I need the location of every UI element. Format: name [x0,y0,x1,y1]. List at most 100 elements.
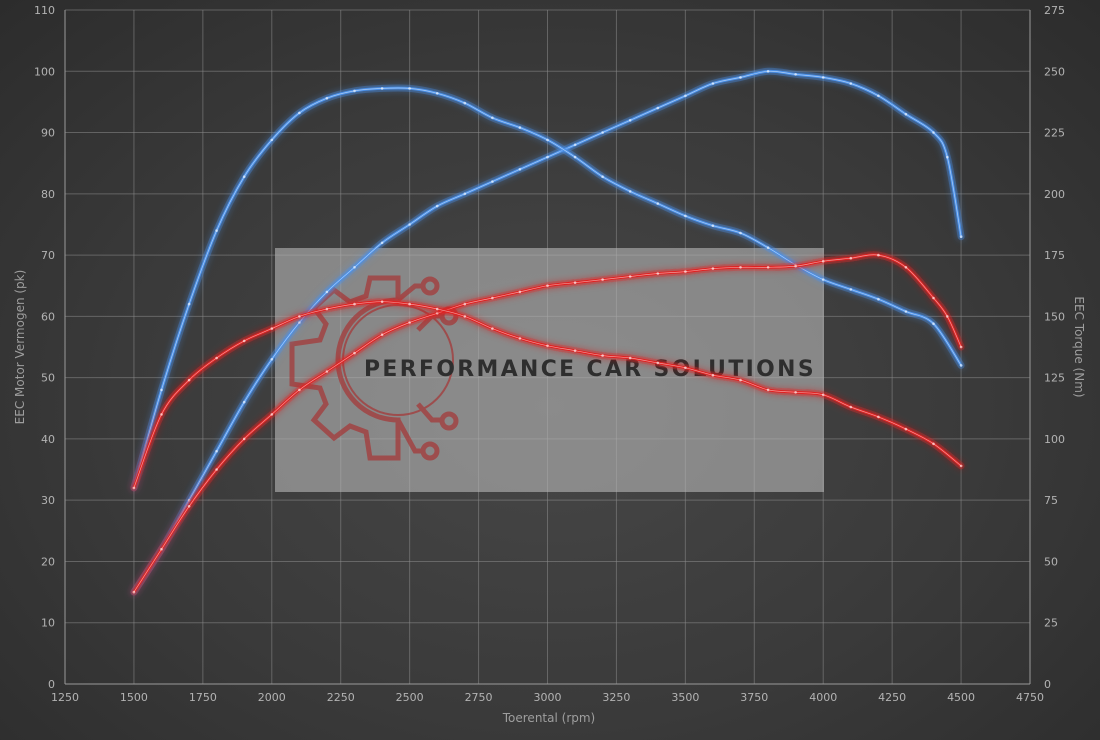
data-point [601,278,604,281]
data-point [160,388,163,392]
data-point [353,89,356,93]
data-point [849,405,853,409]
data-point [187,302,191,306]
data-point [766,266,770,269]
data-point [573,281,577,285]
data-point [270,327,274,330]
data-point [573,349,577,353]
x-tick-label: 3500 [671,691,699,704]
data-point [215,229,218,232]
data-point [160,547,163,551]
y-right-tick-label: 100 [1044,433,1065,446]
data-point [270,358,274,361]
watermark-text: PERFORMANCE CAR SOLUTIONS [364,357,816,382]
data-point [408,223,411,226]
data-point [821,259,825,263]
y-axis-left-title: EEC Motor Vermogen (pk) [13,270,27,425]
data-point [932,322,935,326]
data-point [628,356,632,360]
data-point [739,231,742,235]
x-tick-label: 2250 [327,691,355,704]
data-point [656,202,660,205]
data-point [877,297,880,301]
data-point [380,241,384,245]
y-right-tick-label: 125 [1044,372,1065,385]
data-point [491,327,494,330]
y-left-tick-label: 70 [41,249,55,262]
data-point [463,302,467,306]
data-point [601,131,604,134]
series-power_tuned [130,251,965,596]
series [130,67,965,596]
data-point [794,264,797,268]
data-point [684,214,687,218]
data-point [711,224,715,227]
data-point [435,204,439,208]
data-point [491,116,494,120]
data-point [298,388,301,392]
data-point [132,590,136,594]
data-point [573,155,577,159]
data-point [684,94,687,98]
data-point [628,190,632,193]
data-point [242,400,246,404]
data-point [932,296,935,300]
data-point [656,272,660,275]
data-point [821,393,825,397]
data-point [628,119,632,122]
data-point [353,302,356,306]
data-point [946,315,949,318]
y-left-tick-label: 80 [41,188,55,201]
data-point [849,82,853,85]
data-point [601,354,604,357]
data-point [435,92,439,95]
axes: 1250 1500 1750 2000 2250 2500 2750 3000 3250 3500… [34,4,1065,704]
data-point [463,192,467,196]
data-point [491,296,494,300]
data-point [518,126,522,129]
data-point [656,106,660,110]
y-right-tick-label: 250 [1044,65,1065,78]
data-point [684,366,687,370]
data-point [408,302,411,306]
data-point [353,351,356,355]
x-tick-label: 3750 [740,691,768,704]
data-point [408,321,411,324]
data-point [904,266,908,269]
data-point [877,253,880,257]
data-point [435,307,439,311]
data-point [463,315,467,318]
data-point [932,131,935,134]
data-point [684,270,687,273]
data-point [491,180,494,183]
data-point [794,391,797,394]
data-point [463,101,467,105]
data-point [628,275,632,278]
y-left-tick-label: 40 [41,433,55,446]
x-tick-label: 4500 [947,691,975,704]
x-tick-label: 3000 [534,691,562,704]
y-left-tick-label: 50 [41,372,55,385]
data-point [601,175,604,178]
data-point [849,288,853,291]
data-point [353,266,356,269]
y-right-tick-label: 75 [1044,494,1058,507]
y-axis-right-title: EEC Torque (Nm) [1072,296,1086,397]
data-point [794,73,797,76]
data-point [959,464,963,468]
data-point [821,76,825,79]
data-point [298,321,301,324]
x-tick-label: 1750 [189,691,217,704]
data-point [546,155,549,159]
data-point [959,235,963,238]
x-tick-label: 4250 [878,691,906,704]
data-point [408,87,411,90]
x-tick-label: 2500 [396,691,424,704]
data-point [325,370,329,373]
y-left-tick-label: 110 [34,4,55,17]
series-torque_stock [130,84,965,492]
x-tick-label: 2750 [465,691,493,704]
data-point [187,505,191,508]
y-right-tick-label: 225 [1044,127,1065,140]
